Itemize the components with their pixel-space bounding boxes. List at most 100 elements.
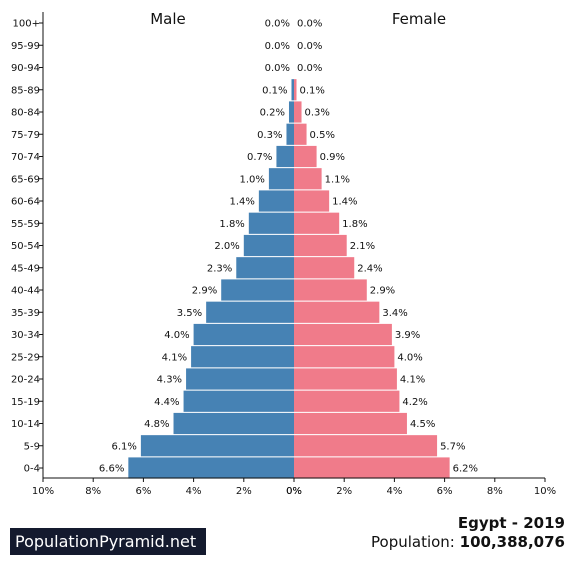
age-label: 75-79 <box>11 130 40 141</box>
male-bar-label: 0.1% <box>262 85 287 96</box>
age-label: 50-54 <box>11 241 40 252</box>
female-bar-label: 2.4% <box>357 263 382 274</box>
female-bar <box>294 257 355 279</box>
male-bar <box>268 168 294 190</box>
female-bar <box>294 346 395 368</box>
female-bar <box>294 212 340 234</box>
age-label: 30-34 <box>11 330 40 341</box>
male-bar <box>140 435 294 457</box>
age-label: 85-89 <box>11 85 40 96</box>
x-tick-label: 10% <box>534 486 556 497</box>
age-label: 60-64 <box>11 197 40 208</box>
population-label: Population: <box>371 533 455 551</box>
age-label: 95-99 <box>11 41 40 52</box>
female-bar <box>294 412 407 435</box>
x-tick-label: 4% <box>386 486 402 497</box>
x-tick-label: 0% <box>286 486 302 497</box>
x-tick-label: 2% <box>336 486 352 497</box>
female-bar <box>294 457 450 479</box>
male-bar-label: 4.0% <box>164 330 189 341</box>
male-bar-label: 4.1% <box>162 352 187 363</box>
female-bar-label: 1.4% <box>332 197 357 208</box>
population-value: 100,388,076 <box>459 533 565 551</box>
x-tick-label: 10% <box>32 486 54 497</box>
female-bar-label: 1.8% <box>342 219 367 230</box>
female-bar-label: 3.4% <box>382 308 407 319</box>
x-tick-label: 2% <box>236 486 252 497</box>
male-bar-label: 1.8% <box>219 219 244 230</box>
male-bar-label: 6.1% <box>111 441 136 452</box>
male-bar <box>258 190 294 212</box>
male-bar-label: 1.0% <box>239 174 264 185</box>
female-bar <box>294 79 297 101</box>
female-bar-label: 4.1% <box>400 375 425 386</box>
age-label: 35-39 <box>11 308 40 319</box>
x-tick-label: 0% <box>286 486 302 497</box>
female-bar-label: 0.1% <box>300 85 325 96</box>
male-bar <box>276 145 294 168</box>
age-label: 15-19 <box>11 397 40 408</box>
female-bar-label: 4.2% <box>402 397 427 408</box>
male-bar <box>206 301 294 323</box>
female-bar-label: 0.0% <box>297 41 322 52</box>
male-bar <box>291 79 294 101</box>
age-label: 25-29 <box>11 352 40 363</box>
female-bar-label: 0.0% <box>297 19 322 30</box>
age-label: 45-49 <box>11 263 40 274</box>
female-bar-label: 1.1% <box>325 174 350 185</box>
male-bar-label: 4.4% <box>154 397 179 408</box>
series-header-male: Male <box>150 10 186 28</box>
female-bar-label: 0.9% <box>320 152 345 163</box>
population-summary: Population: 100,388,076 <box>371 533 565 551</box>
male-bar-label: 4.8% <box>144 419 169 430</box>
female-bar <box>294 168 322 190</box>
age-label: 55-59 <box>11 219 40 230</box>
country-year-title: Egypt - 2019 <box>457 514 565 532</box>
age-label: 0-4 <box>24 464 40 475</box>
female-bar <box>294 145 317 168</box>
male-bar <box>243 234 294 257</box>
series-header-female: Female <box>392 10 446 28</box>
age-label: 65-69 <box>11 174 40 185</box>
age-label: 20-24 <box>11 375 40 386</box>
female-bar <box>294 368 397 390</box>
male-bar <box>193 323 294 346</box>
x-tick-label: 4% <box>186 486 202 497</box>
female-bar <box>294 279 367 301</box>
male-bar-label: 0.0% <box>265 63 290 74</box>
male-bar-label: 2.0% <box>214 241 239 252</box>
male-bar <box>191 346 294 368</box>
male-bar-label: 0.3% <box>257 130 282 141</box>
age-label: 40-44 <box>11 286 40 297</box>
female-bar <box>294 190 330 212</box>
female-bar-label: 3.9% <box>395 330 420 341</box>
male-bar-label: 0.7% <box>247 152 272 163</box>
age-label: 70-74 <box>11 152 40 163</box>
female-bar <box>294 123 307 145</box>
female-bar-label: 2.9% <box>370 286 395 297</box>
male-bar <box>221 279 294 301</box>
female-bar-label: 4.5% <box>410 419 435 430</box>
brand-logo[interactable]: PopulationPyramid.net <box>10 528 206 555</box>
age-label: 100+ <box>13 19 40 30</box>
female-bar-label: 6.2% <box>453 464 478 475</box>
male-bar <box>183 390 294 412</box>
x-tick-label: 6% <box>437 486 453 497</box>
female-bar <box>294 323 392 346</box>
female-bar <box>294 301 380 323</box>
male-bar <box>288 101 294 123</box>
female-bar <box>294 234 347 257</box>
male-bar-label: 4.3% <box>157 375 182 386</box>
male-bar-label: 0.2% <box>260 108 285 119</box>
female-bar-label: 4.0% <box>397 352 422 363</box>
age-label: 80-84 <box>11 108 40 119</box>
female-bar-label: 0.0% <box>297 63 322 74</box>
x-tick-label: 8% <box>487 486 503 497</box>
population-pyramid-chart: Male Female 100+ 0.0% 0.0% 95-99 0.0% 0.0% 90-94… <box>11 10 556 497</box>
x-tick-label: 6% <box>135 486 151 497</box>
age-label: 10-14 <box>11 419 40 430</box>
age-label: 90-94 <box>11 63 40 74</box>
female-bar <box>294 390 400 412</box>
male-bar <box>186 368 294 390</box>
male-bar <box>248 212 294 234</box>
